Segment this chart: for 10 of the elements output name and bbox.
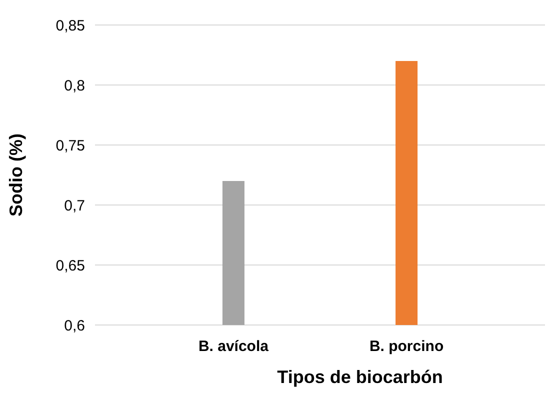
x-axis-title: Tipos de biocarbón: [277, 367, 443, 387]
y-tick-label: 0,65: [56, 257, 85, 274]
y-tick-label: 0,75: [56, 137, 85, 154]
x-tick-label: B. avícola: [198, 338, 270, 355]
y-axis-title: Sodio (%): [6, 134, 26, 216]
x-tick-label: B. porcino: [369, 338, 444, 355]
y-tick-label: 0,85: [56, 17, 85, 34]
y-tick-label: 0,7: [64, 197, 85, 214]
y-tick-label: 0,6: [64, 317, 85, 334]
y-tick-label: 0,8: [64, 77, 85, 94]
